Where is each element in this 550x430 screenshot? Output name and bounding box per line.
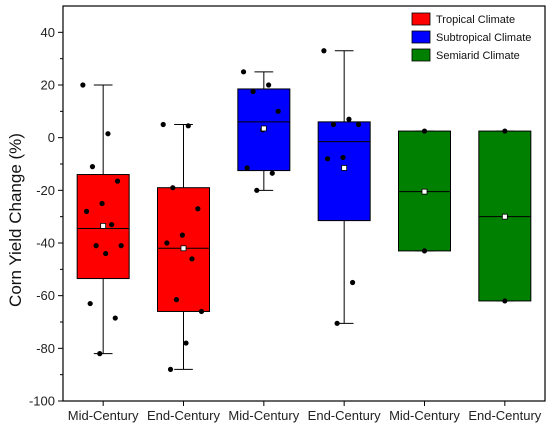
data-point [105,131,111,137]
data-point [83,208,90,214]
mean-marker [100,222,107,229]
plot-frame [62,5,546,402]
data-point [164,240,170,246]
y-tick-label: -60 [36,288,55,303]
data-point [103,250,109,257]
box-1: Mid-Century [68,82,139,423]
data-point [275,108,281,114]
legend-swatch [411,48,431,62]
data-point [198,308,205,315]
box-4: End-Century [308,48,381,423]
data-point [324,156,331,162]
y-tick-label: -20 [36,183,55,198]
data-point [195,206,201,212]
data-point [97,351,103,357]
box-5: Mid-Century [389,128,460,423]
x-tick-label: Mid-Century [68,408,139,423]
data-point [189,256,195,262]
data-point [321,48,327,54]
data-point [421,128,428,134]
box-3: Mid-Century [228,69,300,423]
data-point [183,340,189,346]
mean-marker [341,165,348,171]
data-point [80,82,86,88]
legend-label: Subtropical Climate [436,32,531,44]
data-point [118,243,124,249]
box-body [317,121,371,222]
data-point [334,320,340,326]
mean-marker [260,125,267,132]
data-point [269,170,275,176]
mean-marker [180,245,187,252]
mean-marker [501,213,508,220]
data-point [179,232,185,238]
data-point [185,123,191,129]
y-tick-label: 20 [41,78,55,93]
data-point [355,121,362,128]
data-point [254,187,260,193]
y-tick-label: 40 [41,25,55,40]
data-point [87,300,93,307]
x-tick-label: End-Century [468,408,541,423]
box-2: End-Century [147,121,220,423]
data-point [109,221,115,228]
x-tick-label: Mid-Century [228,408,299,423]
box-6: End-Century [468,128,542,423]
data-point [266,82,272,88]
data-point [421,248,428,254]
data-point [502,298,508,304]
y-tick-label: 0 [48,130,55,145]
data-point [114,178,121,184]
legend-swatch [411,12,431,26]
legend-label: Semiarid Climate [436,50,520,62]
data-point [340,154,346,161]
y-tick-label: -100 [29,394,55,409]
data-point [350,279,356,286]
data-point [112,315,118,321]
data-point [250,88,256,95]
data-point [330,121,337,128]
mean-marker [421,188,428,195]
x-tick-label: End-Century [308,408,381,423]
data-point [240,69,247,75]
data-point [99,200,105,207]
x-tick-label: Mid-Century [389,408,460,423]
legend: Tropical Climate Subtropical Climate Semia… [411,12,531,62]
data-point [93,243,99,249]
y-tick-label: -40 [36,236,55,251]
data-point [173,297,180,303]
data-point [89,164,96,170]
legend-label: Tropical Climate [436,14,515,26]
y-tick-label: -80 [36,341,55,356]
x-tick-label: End-Century [147,408,220,423]
y-axis-title: Corn Yield Change (%) [6,133,25,307]
data-point [170,185,176,191]
legend-swatch [411,30,431,44]
data-point [502,128,508,134]
plot-area: -100 -80 -60 -40 -20 0 20 40 Mid-Century End-Cent… [29,5,546,423]
data-point [160,121,166,128]
data-point [244,165,250,171]
data-point [346,116,352,122]
data-point [167,366,174,372]
